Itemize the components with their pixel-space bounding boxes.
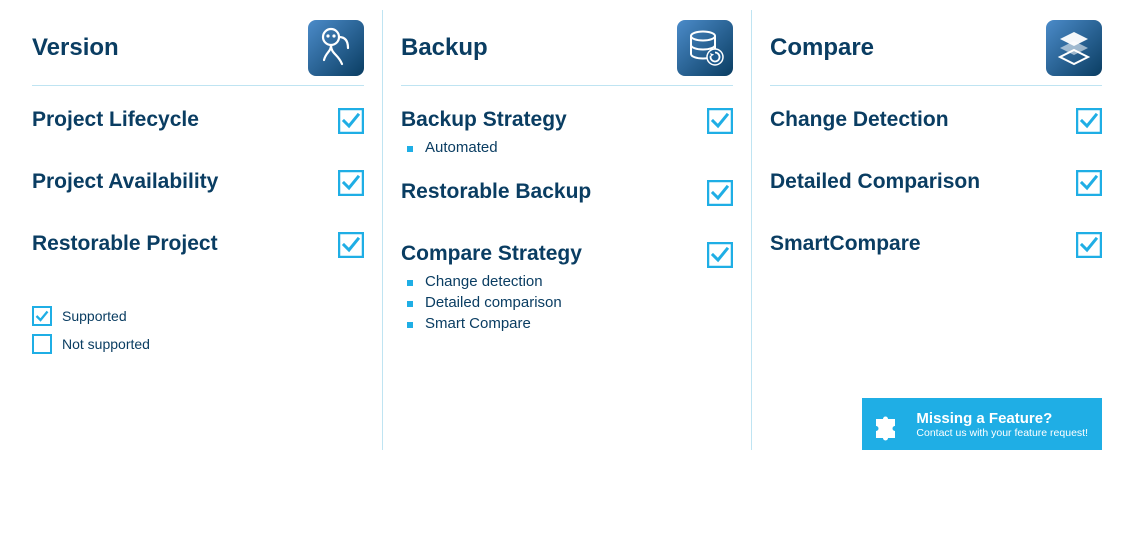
column-title: Compare xyxy=(770,34,874,62)
feature-label: SmartCompare xyxy=(770,232,921,255)
bullet: Automated xyxy=(403,137,567,158)
feature-label: Restorable Project xyxy=(32,232,218,255)
feature-row: Backup Strategy Automated xyxy=(401,86,733,164)
feature-row: Restorable Project xyxy=(32,196,364,258)
cta-title: Missing a Feature? xyxy=(916,410,1088,427)
feature-label: Project Availability xyxy=(32,170,218,193)
cta-subtitle: Contact us with your feature request! xyxy=(916,427,1088,439)
feature-row: Project Lifecycle xyxy=(32,86,364,134)
column-compare: Compare Change Detection Detailed Compar… xyxy=(751,10,1120,450)
cta-text: Missing a Feature? Contact us with your … xyxy=(916,410,1088,439)
column-header: Compare xyxy=(770,10,1102,86)
feature-comparison-table: Version Project Lifecycle Project Availa… xyxy=(14,10,1120,450)
column-header: Backup xyxy=(401,10,733,86)
feature-row: Compare Strategy Change detection Detail… xyxy=(401,206,733,340)
check-icon xyxy=(1076,232,1102,258)
check-icon xyxy=(707,180,733,206)
feature-row: Detailed Comparison xyxy=(770,134,1102,196)
feature-row: SmartCompare xyxy=(770,196,1102,258)
feature-row: Change Detection xyxy=(770,86,1102,134)
version-icon xyxy=(308,20,364,76)
column-backup: Backup Backup Strategy xyxy=(382,10,751,450)
check-icon xyxy=(338,108,364,134)
feature-label: Compare Strategy xyxy=(401,242,582,265)
check-icon xyxy=(1076,108,1102,134)
check-icon xyxy=(707,242,733,268)
legend: Supported Not supported xyxy=(32,306,364,354)
empty-box-icon xyxy=(32,334,52,354)
bullet: Smart Compare xyxy=(403,313,582,334)
check-icon xyxy=(338,170,364,196)
backup-icon xyxy=(677,20,733,76)
compare-icon xyxy=(1046,20,1102,76)
legend-label: Not supported xyxy=(62,336,150,352)
cta-missing-feature[interactable]: Missing a Feature? Contact us with your … xyxy=(862,398,1102,450)
puzzle-icon xyxy=(870,406,906,442)
bullet: Detailed comparison xyxy=(403,292,582,313)
column-title: Version xyxy=(32,34,119,62)
legend-supported: Supported xyxy=(32,306,364,326)
column-title: Backup xyxy=(401,34,488,62)
feature-bullets: Automated xyxy=(403,137,567,158)
legend-not-supported: Not supported xyxy=(32,334,364,354)
feature-bullets: Change detection Detailed comparison Sma… xyxy=(403,271,582,334)
check-icon xyxy=(1076,170,1102,196)
column-version: Version Project Lifecycle Project Availa… xyxy=(14,10,382,450)
feature-row: Restorable Backup xyxy=(401,164,733,206)
bullet: Change detection xyxy=(403,271,582,292)
check-icon xyxy=(338,232,364,258)
feature-row: Project Availability xyxy=(32,134,364,196)
column-header: Version xyxy=(32,10,364,86)
check-icon xyxy=(707,108,733,134)
legend-label: Supported xyxy=(62,308,127,324)
feature-label: Detailed Comparison xyxy=(770,170,980,193)
feature-label: Restorable Backup xyxy=(401,180,591,203)
check-icon xyxy=(32,306,52,326)
feature-label: Project Lifecycle xyxy=(32,108,199,131)
feature-label: Change Detection xyxy=(770,108,949,131)
feature-label: Backup Strategy xyxy=(401,108,567,131)
